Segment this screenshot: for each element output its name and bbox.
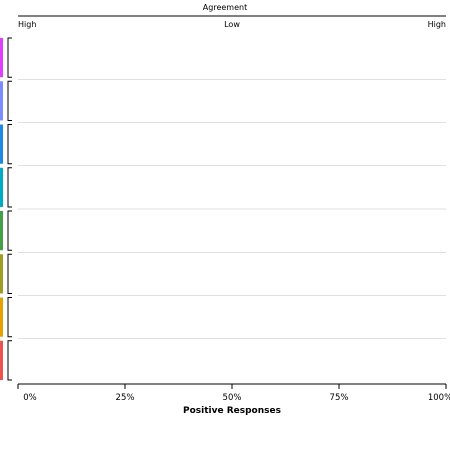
x-axis-title: Positive Responses (183, 406, 281, 416)
band-color-marker (0, 81, 3, 121)
x-tick-label: 25% (116, 393, 135, 403)
top-axis-left-label: High (18, 20, 36, 29)
band-bracket (7, 80, 12, 121)
band-bracket (7, 210, 12, 251)
x-tick-label: 75% (330, 393, 349, 403)
band-divider-group (18, 78, 446, 340)
top-axis-right-label: High (428, 20, 446, 29)
band-color-marker (0, 124, 3, 164)
left-bracket-group (0, 37, 12, 381)
x-tick-label: 100% (428, 393, 450, 403)
band-color-marker (0, 340, 3, 380)
band-bracket (7, 340, 12, 381)
top-axis-center-label: Low (224, 20, 240, 29)
band-color-marker (0, 167, 3, 207)
band-bracket (7, 37, 12, 78)
band-bracket (7, 297, 12, 338)
band-color-marker (0, 38, 3, 78)
band-bracket (7, 167, 12, 208)
band-color-marker (0, 297, 3, 337)
band-color-marker (0, 211, 3, 251)
band-bracket (7, 124, 12, 165)
x-tick-label: 0% (23, 393, 37, 403)
top-axis-title: Agreement (203, 3, 247, 12)
x-tick-label: 50% (223, 393, 242, 403)
band-color-marker (0, 254, 3, 294)
band-bracket (7, 253, 12, 294)
